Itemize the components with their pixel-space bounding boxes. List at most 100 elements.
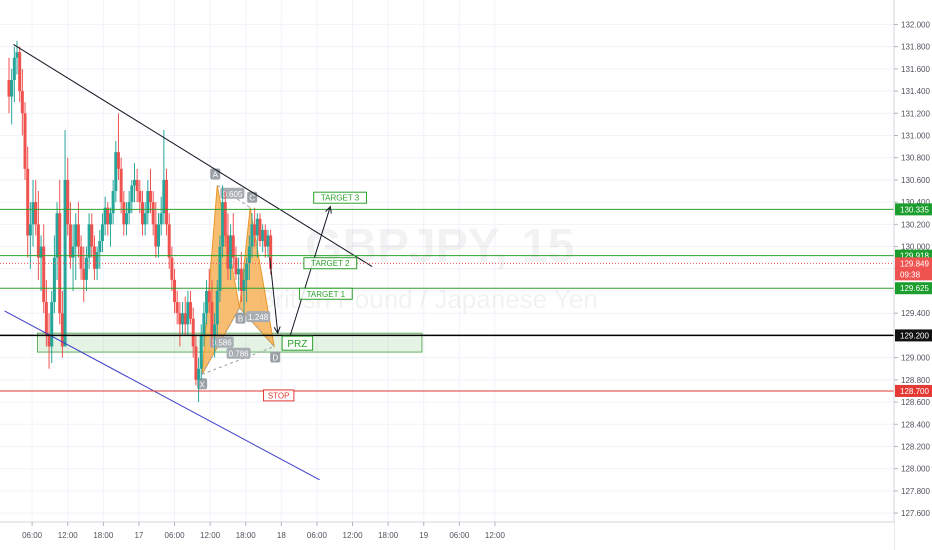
price-tick-label-20: 128.000 [901, 465, 930, 474]
price-axis[interactable]: 132.000 131.800 131.600 131.400 131.200 131.0… [893, 0, 932, 550]
candle-body-89 [245, 263, 249, 280]
candle-body-58 [162, 179, 166, 214]
candle-body-6 [23, 113, 27, 169]
candle-body-55 [154, 224, 158, 247]
time-axis-background [0, 522, 894, 550]
candle-body-19 [58, 213, 62, 314]
candle-body-87 [239, 268, 243, 291]
candle-body-14 [44, 302, 48, 336]
price-tick-label-3: 131.400 [901, 87, 930, 96]
candle-body-63 [175, 302, 179, 314]
time-tick-label-9: 12:00 [343, 531, 364, 540]
candle-body-91 [250, 224, 254, 247]
pattern-ratio-label-1: 1.248 [248, 313, 269, 322]
pattern-ratio-label-0: 0.605 [222, 190, 243, 199]
price-tick-label-0: 132.000 [901, 20, 930, 29]
price-label-box-0 [895, 203, 932, 216]
price-tick-label-4: 131.200 [901, 109, 930, 118]
arrow-line-0 [269, 257, 279, 334]
candle-body-52 [146, 191, 150, 214]
time-tick-label-5: 12:00 [200, 531, 221, 540]
time-tick-label-2: 18:00 [93, 531, 114, 540]
candle-body-29 [84, 257, 88, 280]
annotation-label-4: STOP [268, 391, 290, 400]
candle-body-66 [183, 313, 187, 325]
drawn-lines [0, 44, 894, 481]
candle-body-60 [167, 224, 171, 258]
candle-body-64 [178, 313, 182, 325]
candle-body-34 [98, 241, 102, 253]
candle-body-28 [82, 268, 86, 280]
candle-body-98 [269, 235, 273, 269]
candle-body-33 [95, 252, 99, 269]
candle-body-96 [263, 229, 267, 247]
candle-body-21 [63, 179, 67, 347]
candle-body-2 [12, 57, 16, 80]
candle-body-44 [124, 213, 128, 225]
pattern-point-badge-B [235, 312, 246, 324]
pattern-point-label-D: D [272, 354, 278, 363]
pattern-point-label-C: C [249, 194, 255, 203]
candle-body-83 [229, 235, 233, 269]
candle-body-23 [68, 224, 72, 258]
candle-body-79 [218, 246, 222, 291]
candle-body-62 [173, 279, 177, 303]
price-label-1: 129.918 [900, 252, 929, 261]
candle-body-93 [255, 218, 259, 236]
pattern-point-label-A: A [213, 170, 219, 179]
grid [0, 0, 894, 522]
price-label-box-6 [895, 384, 932, 397]
candle-body-81 [223, 202, 227, 236]
time-tick-label-7: 18 [277, 531, 286, 540]
pattern-ratio-badge-0 [220, 187, 245, 199]
price-label-4: 129.625 [900, 284, 929, 293]
time-axis[interactable]: 06:00 12:00 18:00 17 06:00 12:00 18:00 18 06:00 1… [0, 521, 894, 550]
candle-body-4 [18, 52, 22, 92]
pattern-point-badge-D [270, 351, 281, 363]
annotation-label-0: TARGET 3 [321, 194, 360, 203]
candle-body-94 [258, 218, 262, 242]
price-tick-label-15: 129.000 [901, 354, 930, 363]
price-label-6: 128.700 [900, 387, 929, 396]
candle-body-10 [34, 202, 38, 225]
candle-body-85 [234, 257, 238, 275]
price-tick-label-9: 130.200 [901, 220, 930, 229]
candle-body-11 [36, 224, 40, 258]
time-tick-label-0: 06:00 [22, 531, 43, 540]
arrow-line-1 [289, 206, 331, 336]
candle-body-59 [165, 179, 169, 225]
candle-body-38 [108, 213, 112, 225]
price-label-box-2 [895, 257, 932, 270]
candle-body-65 [181, 313, 185, 325]
time-tick-label-6: 18:00 [236, 531, 257, 540]
pattern-point-badge-X [197, 378, 208, 390]
candle-body-9 [31, 202, 35, 225]
price-tick-label-18: 128.400 [901, 420, 930, 429]
candle-body-17 [52, 257, 56, 303]
candle-body-3 [15, 52, 19, 58]
projection-arrows [269, 205, 332, 336]
annotation-box-3 [281, 335, 314, 351]
price-tick-label-19: 128.200 [901, 442, 930, 451]
arrow-head-0 [273, 326, 281, 335]
candle-body-43 [122, 202, 126, 225]
candle-body-61 [170, 257, 174, 280]
price-tick-label-10: 130.000 [901, 243, 930, 252]
candle-body-39 [111, 191, 115, 214]
candle-body-7 [26, 168, 30, 236]
pattern-point-badge-C [247, 191, 258, 203]
price-tick-label-16: 128.800 [901, 376, 930, 385]
annotation-label-1: TARGET 2 [311, 259, 350, 268]
candle-body-41 [116, 152, 120, 169]
candle-body-24 [71, 246, 75, 258]
candle-body-47 [132, 179, 136, 186]
candle-body-69 [191, 318, 195, 347]
candle-body-86 [237, 268, 241, 275]
candle-body-72 [199, 335, 203, 369]
candle-body-84 [231, 235, 235, 258]
price-label-box-5 [895, 329, 932, 342]
time-tick-label-4: 06:00 [165, 531, 186, 540]
candle-body-5 [20, 91, 24, 114]
candle-body-67 [186, 302, 190, 325]
